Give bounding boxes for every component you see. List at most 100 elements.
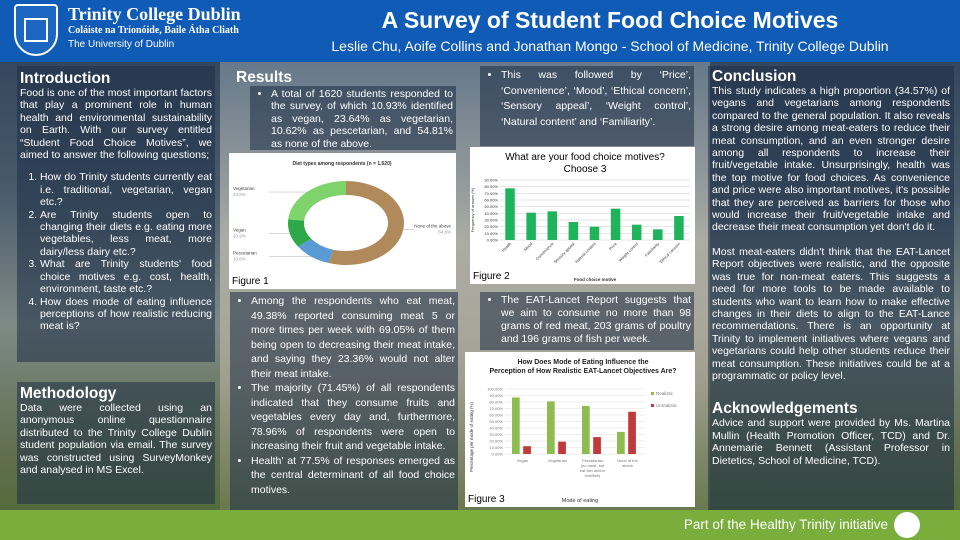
y-tick-label: 20.00% (489, 439, 503, 444)
x-tick-label: Ethical concern (658, 241, 681, 264)
result-bullet: The majority (71.45%) of all respondents… (251, 381, 455, 454)
y-tick-label: 10.00% (484, 231, 498, 236)
donut-slice (288, 219, 312, 247)
legend-swatch (651, 404, 654, 407)
motives-bar-chart: What are your food choice motives?Choose… (470, 152, 690, 282)
result-bullet: This was followed by ‘Price’, ‘Convenien… (501, 68, 691, 130)
bar-unrealistic (558, 441, 566, 454)
healthy-trinity-logo-icon (894, 512, 920, 538)
y-tick-label: 50.00% (489, 419, 503, 424)
results-motives: This was followed by ‘Price’, ‘Convenien… (480, 66, 694, 146)
x-axis-label: Food choice motive (574, 277, 617, 282)
header: Trinity College Dublin Coláiste na Tríon… (0, 0, 960, 62)
y-tick-label: 90.00% (489, 393, 503, 398)
x-tick-label: Natural content (574, 241, 597, 264)
x-tick-label: eat fish and/or (580, 468, 606, 473)
result-bullet: Health' at 77.5% of responses emerged as… (251, 454, 455, 498)
results-intro: A total of 1620 students responded to th… (250, 86, 456, 150)
x-tick-label: Sensory appeal (552, 241, 575, 264)
x-tick-label: None of the (617, 458, 638, 463)
footer: Part of the Healthy Trinity initiative (0, 510, 960, 540)
methodology-heading: Methodology (20, 385, 117, 402)
figure-3: How Does Mode of Eating Influence the Per… (465, 352, 695, 507)
x-tick-label: (no meat, but (581, 463, 605, 468)
x-tick-label: Mood (523, 241, 534, 252)
x-tick-label: Pescetarian (582, 458, 603, 463)
slice-value: 23.6% (233, 192, 246, 197)
question-item: How does mode of eating influence percep… (40, 296, 212, 333)
acknowledgements-body: Advice and support were provided by Ms. … (712, 417, 950, 467)
legend-label: Realistic (656, 391, 674, 396)
poster-title: A Survey of Student Food Choice Motives (381, 7, 839, 33)
bar-realistic (512, 397, 520, 454)
y-tick-label: 40.00% (489, 426, 503, 431)
results-heading: Results (236, 69, 292, 86)
x-tick-label: Vegetarian (548, 458, 567, 463)
results-details: Among the respondents who eat meat, 49.3… (230, 292, 458, 510)
results-eat-lancet: The EAT-Lancet Report suggests that we a… (480, 292, 694, 350)
figure-2-label: Figure 2 (473, 271, 510, 282)
question-item: What are Trinity students' food choice m… (40, 258, 212, 295)
y-tick-label: 60.00% (489, 413, 503, 418)
footer-text: Part of the Healthy Trinity initiative (683, 517, 888, 532)
bar-unrealistic (628, 411, 636, 454)
bar-unrealistic (523, 446, 531, 454)
chart-subtitle: Choose 3 (564, 164, 607, 175)
y-tick-label: 100.00% (487, 387, 503, 392)
institution-irish: Coláiste na Tríonóide, Baile Átha Cliath (68, 25, 239, 36)
y-axis-label: Percentage per mode of eating (%) (469, 401, 474, 472)
institution-name: Trinity College Dublin (68, 4, 241, 24)
y-tick-label: 80.00% (489, 400, 503, 405)
bar-realistic (547, 401, 555, 454)
figure-1-label: Figure 1 (232, 276, 269, 287)
y-tick-label: 50.00% (484, 204, 498, 209)
tcd-crest-icon (14, 4, 58, 56)
y-tick-label: 0.00% (487, 238, 499, 243)
y-tick-label: 60.00% (484, 198, 498, 203)
bar (631, 224, 642, 240)
bar-realistic (582, 405, 590, 454)
bar (589, 226, 600, 240)
x-tick-label: shellfish) (585, 473, 601, 478)
donut-chart: Diet types among respondents (n = 1,620)… (233, 161, 451, 265)
bar (526, 212, 536, 240)
conclusion-paragraph: This study indicates a high proportion (… (712, 85, 950, 234)
question-list: How do Trinity students currently eat i.… (20, 171, 212, 332)
methodology-section: Methodology Data were collected using an… (17, 382, 215, 504)
introduction-section: Introduction Food is one of the most imp… (17, 66, 215, 362)
y-tick-label: 40.00% (484, 211, 498, 216)
university-name: The University of Dublin (68, 39, 175, 50)
y-tick-label: 30.00% (489, 432, 503, 437)
conclusion-heading: Conclusion (712, 68, 797, 85)
legend-label: Unrealistic (656, 403, 678, 408)
bar (505, 188, 515, 240)
y-tick-label: 70.00% (484, 191, 498, 196)
acknowledgements-heading: Acknowledgements (712, 400, 858, 418)
chart-title-line2: Perception of How Realistic EAT-Lancet O… (489, 368, 676, 375)
donut-slice (288, 181, 346, 221)
x-axis-label: Mode of eating (562, 498, 598, 504)
question-item: How do Trinity students currently eat i.… (40, 171, 212, 208)
bar-realistic (617, 431, 625, 454)
donut-slice (298, 238, 334, 264)
bar (568, 222, 579, 240)
slice-label: Pescetarian (233, 251, 257, 256)
question-item: Are Trinity students open to changing th… (40, 209, 212, 259)
y-tick-label: 0.00% (492, 452, 504, 457)
donut-slice (328, 181, 404, 265)
y-tick-label: 90.00% (484, 178, 498, 183)
conclusion-paragraph: Most meat-eaters didn't think that the E… (712, 245, 950, 382)
methodology-body: Data were collected using an anonymous o… (20, 402, 212, 477)
bar (610, 208, 621, 240)
x-tick-label: Familiarity (644, 241, 660, 257)
results-heading-wrap: Results (236, 69, 316, 86)
slice-label: Vegan (233, 228, 246, 233)
y-tick-label: 30.00% (484, 218, 498, 223)
bar (547, 211, 557, 240)
legend-swatch (651, 392, 654, 395)
x-tick-label: Price (608, 241, 619, 252)
slice-value: 10.9% (233, 234, 246, 239)
slice-label: Vegetarian (233, 186, 255, 191)
right-column: Conclusion This study indicates a high p… (708, 66, 954, 510)
chart-title: How Does Mode of Eating Influence the (517, 359, 648, 366)
